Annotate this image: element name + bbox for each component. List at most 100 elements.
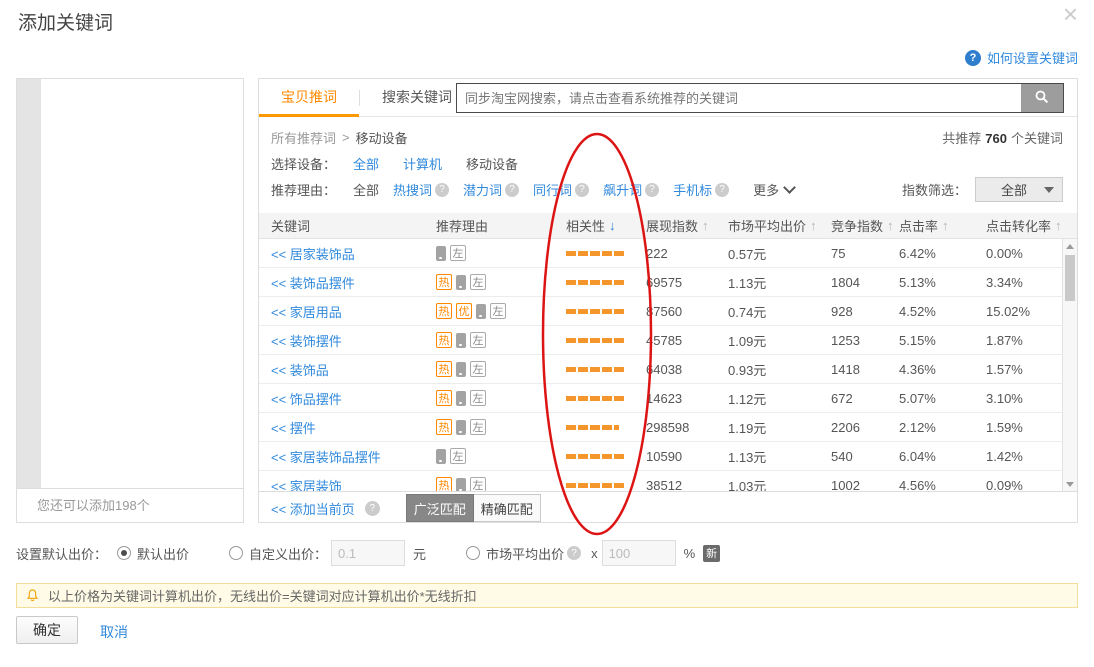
custom-bid-radio[interactable] — [229, 546, 244, 560]
click-conversion-rate: 1.59% — [986, 419, 1023, 435]
sort-asc-icon[interactable]: ↑ — [810, 218, 817, 233]
reason-badges: 热左 — [436, 361, 566, 377]
confirm-button[interactable]: 确定 — [16, 616, 78, 644]
scrollbar-thumb[interactable] — [1065, 255, 1075, 301]
keyword-link[interactable]: << 家居用品 — [271, 304, 342, 320]
reason-option-mobile-tag[interactable]: 手机标 — [673, 183, 713, 198]
broad-match-button[interactable]: 广泛匹配 — [405, 494, 474, 522]
left-badge: 左 — [470, 361, 486, 377]
breadcrumb-root[interactable]: 所有推荐词 — [271, 131, 337, 146]
column-header-label: 推荐理由 — [436, 219, 489, 234]
device-option-mobile[interactable]: 移动设备 — [466, 157, 519, 172]
table-row: << 装饰品热左 64038 0.93元 1418 4.36% 1.57% — [259, 355, 1077, 384]
click-conversion-rate: 1.42% — [986, 448, 1023, 464]
column-header[interactable]: 市场平均出价 ↑ — [728, 216, 831, 235]
click-conversion-rate: 0.09% — [986, 477, 1023, 492]
market-avg-bid: 0.74元 — [728, 304, 767, 320]
keyword-link[interactable]: << 家居装饰品摆件 — [271, 449, 381, 465]
keyword-link[interactable]: << 饰品摆件 — [271, 391, 342, 407]
tab-search-keywords[interactable]: 搜索关键词 — [382, 89, 452, 105]
sort-desc-icon[interactable]: ↓ — [609, 218, 616, 233]
device-option-computer[interactable]: 计算机 — [403, 157, 443, 172]
vertical-scrollbar[interactable] — [1062, 239, 1077, 491]
search-icon — [1034, 89, 1050, 108]
left-badge: 左 — [490, 303, 506, 319]
keyword-input-area[interactable] — [17, 79, 243, 488]
reason-badges: 左 — [436, 448, 566, 464]
how-to-set-keywords-link[interactable]: ? 如何设置关键词 — [964, 48, 1078, 67]
cancel-link[interactable]: 取消 — [100, 624, 128, 640]
competition-index: 1804 — [831, 274, 860, 290]
market-avg-bid: 1.13元 — [728, 275, 767, 291]
reason-option-peer[interactable]: 同行词 — [533, 183, 573, 198]
add-page-help-icon[interactable]: ? — [364, 500, 380, 516]
reason-badges: 热左 — [436, 332, 566, 348]
column-header-label: 竞争指数 — [831, 219, 884, 234]
search-input[interactable] — [457, 84, 1021, 112]
reason-option-all[interactable]: 全部 — [353, 183, 380, 198]
click-conversion-rate: 1.87% — [986, 332, 1023, 348]
reason-option-rising[interactable]: 飙升词 — [603, 183, 643, 198]
index-filter-select[interactable]: 全部 — [975, 177, 1063, 202]
scroll-up-icon[interactable] — [1063, 239, 1077, 253]
index-filter-label: 指数筛选： — [901, 183, 967, 198]
column-header[interactable]: 相关性 ↓ — [566, 216, 646, 235]
peer-help-icon[interactable]: ? — [575, 182, 590, 197]
reason-filter-label: 推荐理由： — [271, 183, 337, 198]
phone-icon — [456, 390, 466, 406]
keyword-link[interactable]: << 居家装饰品 — [271, 246, 355, 262]
sort-asc-icon[interactable]: ↑ — [887, 218, 894, 233]
breadcrumb-current: 移动设备 — [355, 131, 408, 146]
sort-asc-icon[interactable]: ↑ — [942, 218, 949, 233]
hot-help-icon[interactable]: ? — [435, 182, 450, 197]
keyword-search-box — [456, 83, 1064, 113]
potential-help-icon[interactable]: ? — [505, 182, 520, 197]
remaining-count-note: 您还可以添加198个 — [17, 488, 243, 522]
mobile-tag-help-icon[interactable]: ? — [715, 182, 730, 197]
bid-settings-label: 设置默认出价： — [16, 546, 108, 562]
market-avg-bid: 1.03元 — [728, 478, 767, 492]
premium-badge: 优 — [456, 303, 472, 319]
column-header[interactable]: 展现指数 ↑ — [646, 216, 728, 235]
index-filter: 指数筛选： 全部 — [902, 177, 1063, 202]
market-bid-help-icon[interactable]: ? — [567, 546, 582, 560]
scroll-down-icon[interactable] — [1063, 477, 1077, 491]
table-row: << 装饰品摆件热左 69575 1.13元 1804 5.13% 3.34% — [259, 268, 1077, 297]
table-row: << 家居装饰热左 38512 1.03元 1002 4.56% 0.09% — [259, 471, 1077, 491]
keyword-area-gutter — [17, 79, 41, 488]
close-icon[interactable]: × — [1062, 0, 1078, 29]
custom-bid-input[interactable] — [331, 540, 406, 566]
column-header[interactable]: 竞争指数 ↑ — [831, 216, 899, 235]
market-avg-bid: 1.09元 — [728, 333, 767, 349]
exact-match-button[interactable]: 精确匹配 — [473, 494, 541, 522]
reason-option-potential[interactable]: 潜力词 — [463, 183, 503, 198]
column-header: 推荐理由 — [436, 216, 566, 235]
column-header[interactable]: 点击率 ↑ — [899, 216, 986, 235]
more-dropdown[interactable]: 更多 — [753, 180, 796, 199]
keyword-link[interactable]: << 摆件 — [271, 420, 316, 436]
keyword-link[interactable]: << 装饰品摆件 — [271, 275, 355, 291]
tab-product-words[interactable]: 宝贝推词 — [259, 79, 359, 117]
column-header[interactable]: 点击转化率 ↑ — [986, 216, 1077, 235]
market-avg-bid-radio[interactable] — [466, 546, 481, 560]
percent-input[interactable] — [601, 540, 676, 566]
market-avg-bid: 0.57元 — [728, 246, 767, 262]
left-badge: 左 — [450, 448, 466, 464]
default-bid-radio[interactable] — [117, 546, 132, 560]
keyword-link[interactable]: << 家居装饰 — [271, 478, 342, 492]
reason-badges: 热左 — [436, 390, 566, 406]
dropdown-arrow-icon — [1044, 186, 1054, 193]
rising-help-icon[interactable]: ? — [645, 182, 660, 197]
device-option-all[interactable]: 全部 — [353, 157, 380, 172]
search-button[interactable] — [1021, 84, 1063, 112]
competition-index: 75 — [831, 245, 846, 261]
add-current-page-link[interactable]: << 添加当前页 — [271, 501, 355, 517]
reason-option-hot[interactable]: 热搜词 — [393, 183, 433, 198]
sort-asc-icon[interactable]: ↑ — [1055, 218, 1062, 233]
keyword-link[interactable]: << 装饰品 — [271, 362, 329, 378]
sort-asc-icon[interactable]: ↑ — [702, 218, 709, 233]
keyword-recommend-panel: 宝贝推词 搜索关键词 所有推荐词 > 移动设备 — [258, 78, 1078, 523]
relevance-bars — [566, 366, 646, 372]
table-header-row: 关键词 推荐理由 相关性 ↓ 展现指数 ↑ 市场平均出价 ↑ 竞争指数 ↑ 点击率 ↑ 点击转化率 ↑ — [259, 213, 1077, 239]
keyword-link[interactable]: << 装饰摆件 — [271, 333, 342, 349]
